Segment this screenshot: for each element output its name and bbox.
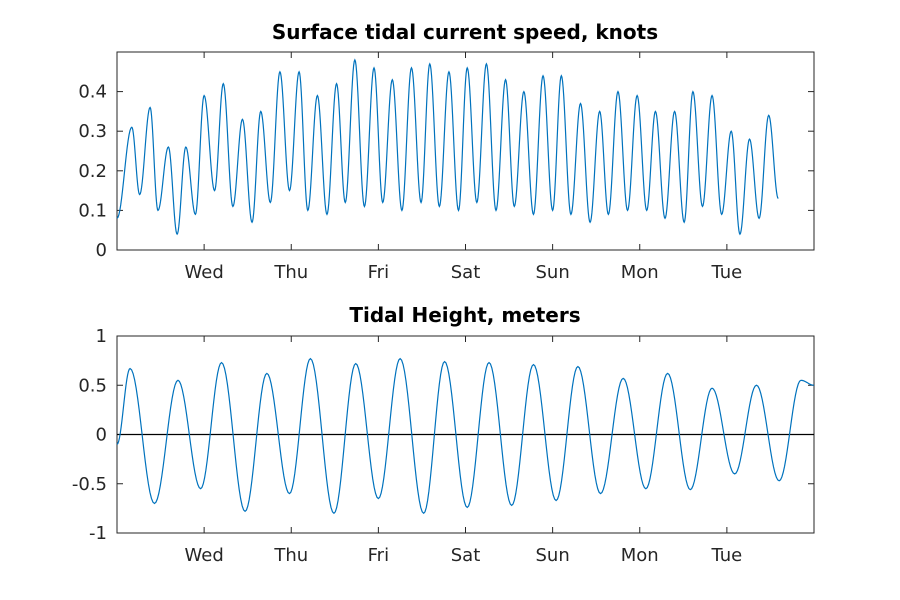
y-tick-label: 0.3 xyxy=(78,121,107,142)
y-axis: 0 0.1 0.2 0.3 0.4 xyxy=(78,82,814,261)
x-tick-label: Wed xyxy=(185,545,224,566)
current-speed-chart: Surface tidal current speed, knots 00.10… xyxy=(78,20,815,283)
plot-area xyxy=(116,58,779,236)
x-tick-label: Tue xyxy=(711,545,743,566)
x-tick-label: Sun xyxy=(536,545,570,566)
y-tick-label: 0.1 xyxy=(78,200,107,221)
x-tick-label: Mon xyxy=(621,545,659,566)
tidal-height-chart: Tidal Height, meters -1 -0.5 0 0.5 1 Wed Thu F… xyxy=(72,303,815,566)
y-tick-label: 0 xyxy=(96,425,107,446)
y-tick-label: 0.2 xyxy=(78,161,107,182)
series-line xyxy=(116,58,779,236)
y-axis: -1 -0.5 0 0.5 1 xyxy=(72,326,814,544)
plot-area xyxy=(116,357,815,515)
x-axis: Wed Thu Fri Sat Sun Mon Tue xyxy=(185,52,743,283)
y-tick-label: 0.4 xyxy=(78,82,107,103)
y-tick-label: -1 xyxy=(89,523,107,544)
y-tick-label: 1 xyxy=(96,326,107,347)
x-tick-label: Sun xyxy=(536,262,570,283)
x-tick-label: Wed xyxy=(185,262,224,283)
x-tick-label: Fri xyxy=(368,545,389,566)
x-tick-label: Fri xyxy=(368,262,389,283)
x-tick-label: Thu xyxy=(273,262,308,283)
y-tick-label: -0.5 xyxy=(72,474,107,495)
y-tick-label: 0 xyxy=(96,240,107,261)
x-tick-label: Sat xyxy=(451,262,481,283)
series-line xyxy=(116,357,815,515)
x-tick-label: Mon xyxy=(621,262,659,283)
y-tick-label: 0.5 xyxy=(78,375,107,396)
x-axis: Wed Thu Fri Sat Sun Mon Tue xyxy=(185,336,743,566)
x-tick-label: Thu xyxy=(273,545,308,566)
chart-title: Surface tidal current speed, knots xyxy=(272,20,658,44)
x-tick-label: Tue xyxy=(711,262,743,283)
x-tick-label: Sat xyxy=(451,545,481,566)
chart-title: Tidal Height, meters xyxy=(349,303,580,327)
